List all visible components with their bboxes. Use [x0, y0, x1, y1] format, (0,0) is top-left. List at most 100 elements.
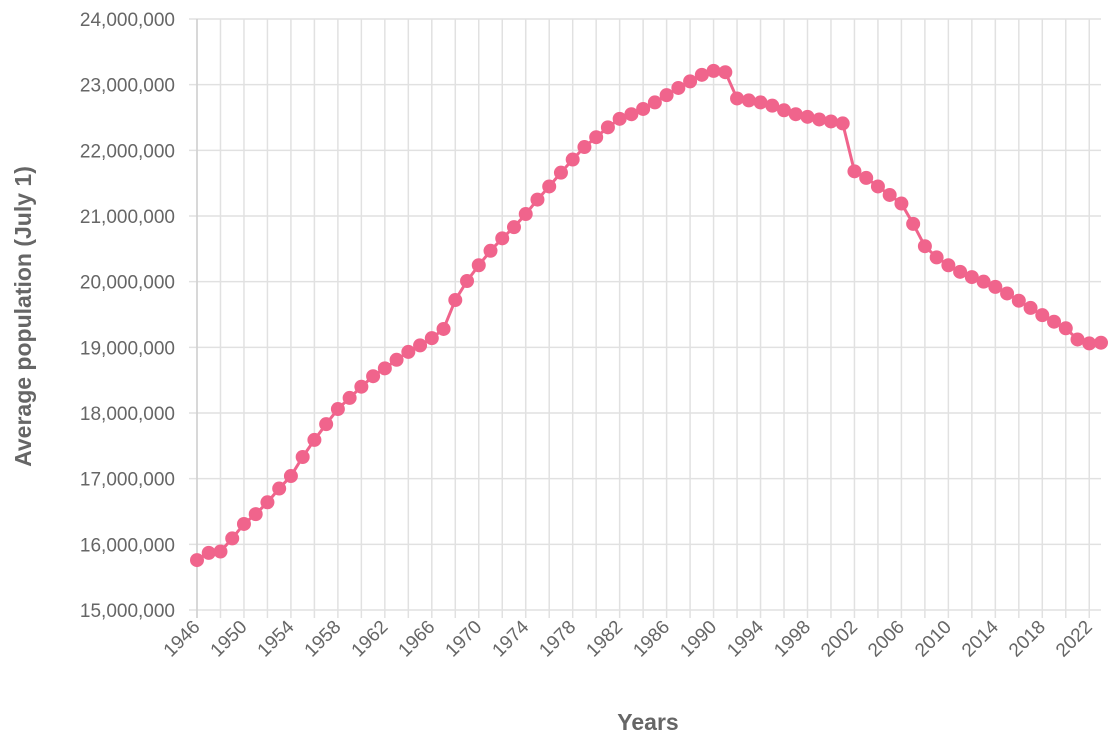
data-point [917, 239, 932, 254]
data-point [1070, 332, 1085, 347]
data-point [835, 116, 850, 131]
data-point [518, 207, 533, 222]
data-point [694, 67, 709, 82]
x-tick-label: 2014 [958, 616, 1003, 661]
x-tick-label: 1946 [160, 617, 205, 662]
x-tick-label: 1994 [723, 616, 768, 661]
data-point [964, 270, 979, 285]
data-point [823, 114, 838, 129]
x-axis-tick-labels: 1946 1950 1954 1958 1962 1966 1970 1974 1978 1982… [160, 616, 1097, 661]
data-point [530, 192, 545, 207]
data-point [1011, 293, 1026, 308]
data-point [248, 507, 263, 522]
data-point [812, 112, 827, 127]
vertical-gridlines [196, 19, 1091, 618]
data-point [1082, 336, 1097, 351]
data-point [213, 544, 228, 559]
data-point [600, 120, 615, 135]
data-point [307, 432, 322, 447]
x-tick-label: 1990 [676, 617, 721, 662]
x-tick-label: 1986 [629, 617, 674, 662]
x-tick-label: 1954 [254, 616, 299, 661]
y-tick-label: 21,000,000 [80, 207, 175, 228]
data-point [882, 187, 897, 202]
data-point [929, 250, 944, 265]
data-point [542, 179, 557, 194]
series-line [196, 69, 1102, 562]
data-point [941, 258, 956, 273]
data-point [577, 140, 592, 155]
x-tick-label: 1974 [489, 616, 534, 661]
data-point [201, 545, 216, 560]
data-point [565, 152, 580, 167]
x-tick-label: 2002 [817, 617, 862, 662]
data-point [1023, 300, 1038, 315]
data-point [706, 63, 721, 78]
data-point [647, 95, 662, 110]
data-point [777, 103, 792, 118]
data-point [847, 164, 862, 179]
data-point [730, 91, 745, 106]
data-points [190, 63, 1108, 568]
data-point [953, 264, 968, 279]
y-tick-label: 16,000,000 [80, 535, 175, 556]
horizontal-gridlines [189, 18, 1101, 611]
y-tick-label: 20,000,000 [80, 273, 175, 294]
data-point [624, 107, 639, 122]
data-point [236, 516, 251, 531]
data-point [389, 352, 404, 367]
y-axis-tick-labels: 15,000,000 16,000,000 17,000,000 18,000,000… [80, 10, 175, 622]
data-point [401, 344, 416, 359]
data-point [506, 220, 521, 235]
data-point [471, 258, 486, 273]
x-tick-label: 2006 [864, 617, 909, 662]
x-axis-title: Years [617, 709, 678, 735]
data-point [1000, 286, 1015, 301]
data-point [342, 390, 357, 405]
data-point [424, 331, 439, 346]
x-tick-label: 2010 [911, 617, 956, 662]
x-tick-label: 1970 [442, 617, 487, 662]
data-point [800, 109, 815, 124]
x-tick-label: 1958 [301, 617, 346, 662]
data-point [354, 379, 369, 394]
x-tick-label: 1978 [535, 617, 580, 662]
data-point [870, 179, 885, 194]
data-point [976, 274, 991, 289]
data-point [283, 469, 298, 484]
data-point [366, 369, 381, 384]
x-tick-label: 1966 [395, 617, 440, 662]
data-point [190, 553, 204, 568]
data-point [741, 93, 756, 108]
data-point [718, 65, 733, 80]
y-tick-label: 24,000,000 [80, 10, 175, 31]
x-tick-label: 2018 [1005, 617, 1050, 662]
data-point [906, 216, 921, 231]
y-tick-label: 15,000,000 [80, 601, 175, 622]
x-tick-label: 1950 [207, 617, 252, 662]
data-point [671, 80, 686, 95]
data-point [859, 170, 874, 185]
y-tick-label: 23,000,000 [80, 76, 175, 97]
data-point [295, 449, 310, 464]
data-point [683, 74, 698, 89]
data-point [460, 274, 475, 289]
data-point [788, 107, 803, 122]
data-point [377, 361, 392, 376]
data-point [765, 98, 780, 113]
y-axis-title: Average population (July 1) [10, 166, 36, 467]
data-point [436, 321, 451, 336]
data-point [413, 338, 428, 353]
data-point [330, 402, 345, 417]
data-point [589, 130, 604, 145]
x-tick-label: 1962 [348, 617, 393, 662]
y-tick-label: 17,000,000 [80, 470, 175, 491]
data-point [1094, 335, 1108, 350]
data-point [1035, 308, 1050, 323]
data-point [1047, 314, 1062, 329]
y-tick-label: 19,000,000 [80, 338, 175, 359]
data-point [225, 531, 240, 546]
data-point [1058, 321, 1073, 336]
data-point [612, 111, 627, 126]
